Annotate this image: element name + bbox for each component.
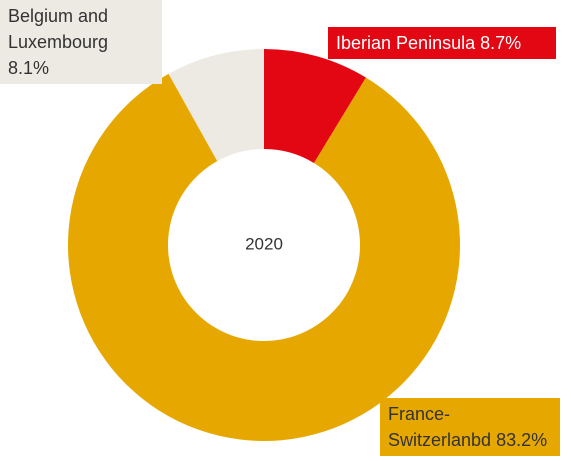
slice-label: France-Switzerlanbd 83.2% (380, 398, 560, 456)
donut-slice (264, 49, 366, 163)
donut-slice (67, 73, 461, 441)
slice-value: 8.7% (480, 33, 522, 53)
slice-name: France-Switzerlanbd (388, 404, 492, 450)
slice-value: 8.1% (8, 58, 50, 78)
donut-slice (168, 49, 264, 162)
slice-name: Belgium and Luxembourg (8, 6, 109, 52)
slice-label: Iberian Peninsula 8.7% (328, 27, 556, 59)
slice-name: Iberian Peninsula (336, 33, 476, 53)
slice-value: 83.2% (496, 430, 548, 450)
center-label: 2020 (245, 234, 283, 253)
slice-label: Belgium and Luxembourg 8.1% (0, 0, 162, 84)
